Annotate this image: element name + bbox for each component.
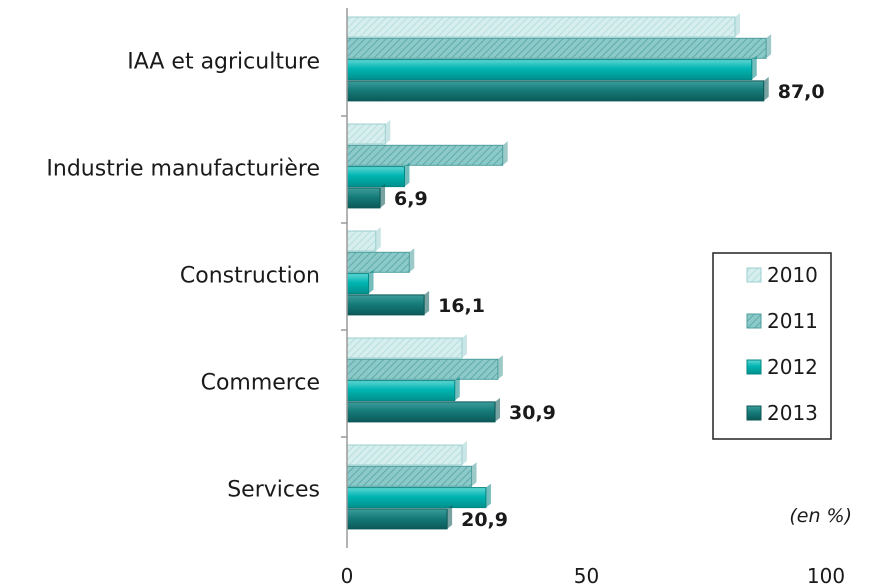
unit-note: (en %) [789,505,852,527]
bar-depth [502,141,508,166]
bar-2013-2 [346,294,425,316]
bar-depth [368,269,374,294]
legend-swatch-2012 [746,359,762,375]
bar-2012-0 [346,59,753,81]
data-label-2013: 20,9 [461,509,508,531]
bar-2012-1 [346,166,405,188]
bar-depth [424,290,430,315]
bar-2013-4 [346,508,448,530]
x-tick-label: 50 [574,564,599,587]
category-label: Commerce [201,371,320,396]
bar-depth [485,483,491,508]
bar-2011-3 [346,358,499,380]
bar-depth [461,441,467,465]
data-label-2013: 30,9 [509,402,556,424]
bar-depth [385,120,391,144]
category-label: Services [227,478,320,503]
legend-swatch-2010 [746,267,762,283]
legend-label-2011: 2011 [767,309,818,333]
bar-depth [375,227,381,251]
legend-label-2012: 2012 [767,355,818,379]
legend-swatch-2013 [746,405,762,421]
legend-swatch-2011 [746,313,762,329]
data-label-2013: 16,1 [438,295,485,317]
x-tick-label: 0 [341,564,354,587]
bar-2011-2 [346,251,410,273]
bar-2010-3 [346,337,463,359]
bar-2010-4 [346,444,463,466]
category-label: IAA et agriculture [127,50,320,75]
legend-label-2013: 2013 [767,401,818,425]
bar-depth [461,334,467,358]
bar-depth [447,504,453,529]
bar-2011-0 [346,37,767,59]
bar-2013-1 [346,187,381,209]
bar-depth [766,34,772,59]
bar-2012-3 [346,380,456,402]
bar-depth [471,462,477,487]
legend: 2010 2011 2012 2013 [712,252,832,440]
bar-2013-3 [346,401,496,423]
bar-depth [380,183,386,208]
bar-depth [409,248,415,273]
bar-2012-2 [346,273,370,295]
bar-2012-4 [346,487,487,509]
bar-2013-0 [346,80,765,102]
legend-label-2010: 2010 [767,263,818,287]
bar-depth [404,162,410,187]
bar-2011-4 [346,465,473,487]
legend-box [712,252,832,440]
bar-depth [734,13,740,37]
data-label-2013: 6,9 [394,188,428,210]
data-label-2013: 87,0 [778,81,825,103]
bar-depth [497,355,503,380]
bar-depth [751,55,757,80]
bar-2010-0 [346,16,736,38]
bar-depth [763,76,769,101]
category-label: Construction [180,264,320,289]
bar-2010-1 [346,123,386,145]
x-tick-label: 100 [807,564,845,587]
bar-2010-2 [346,230,377,252]
bar-2011-1 [346,144,504,166]
category-label: Industrie manufacturière [46,157,320,182]
bar-depth [495,397,501,422]
bar-depth [454,376,460,401]
